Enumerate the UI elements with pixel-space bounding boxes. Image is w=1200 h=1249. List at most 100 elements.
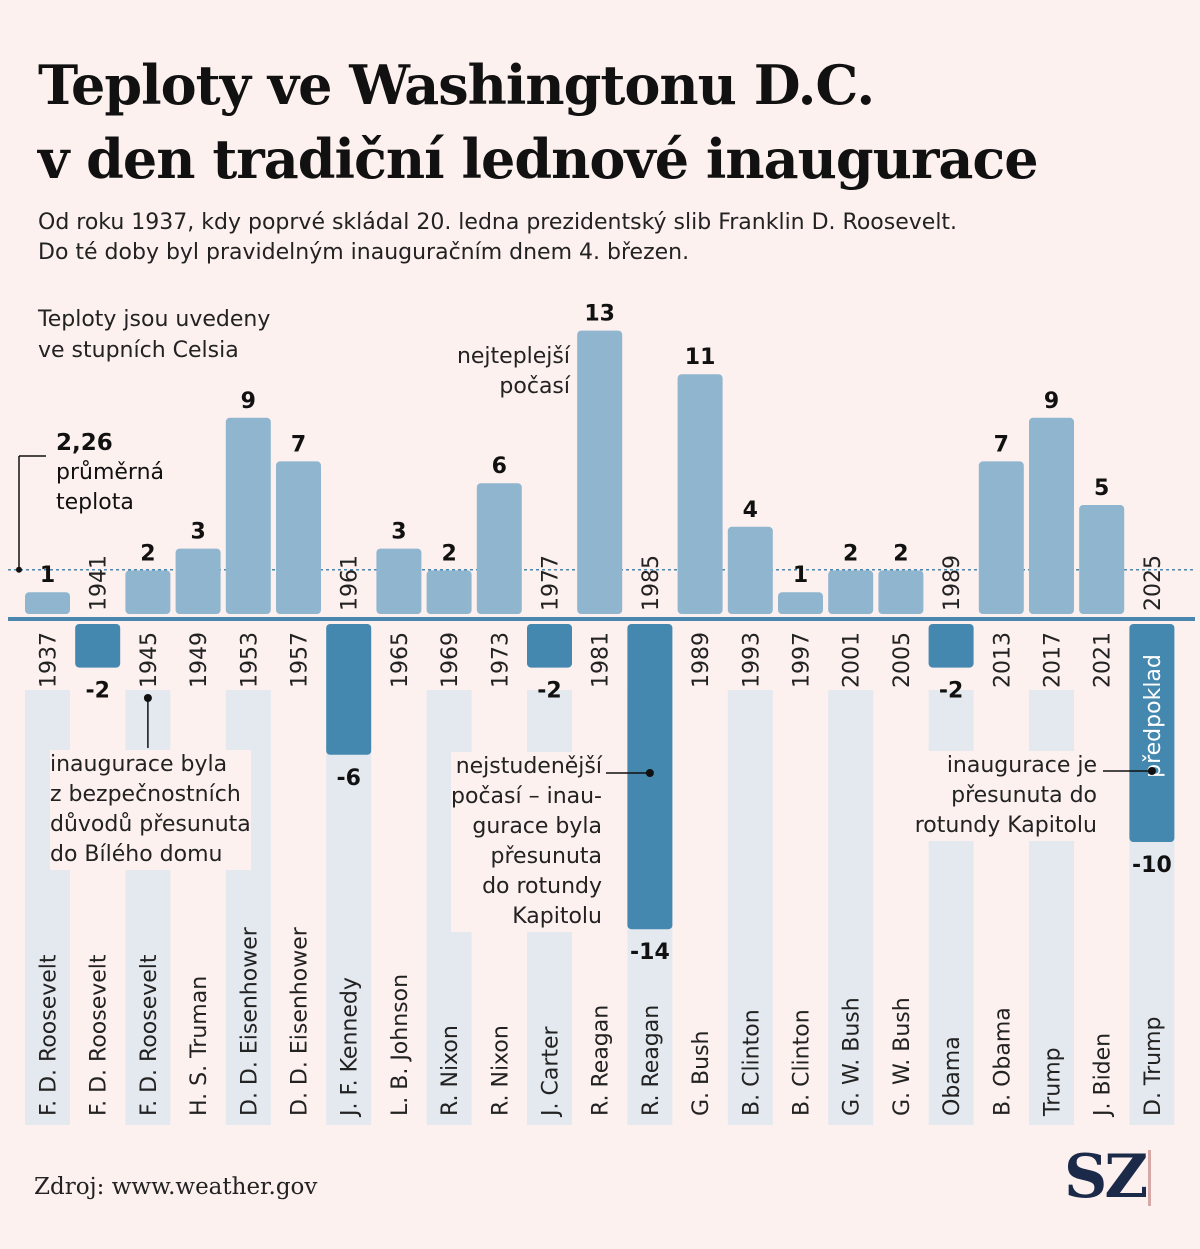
white-house-line-3: důvodů přesunuta	[50, 812, 251, 837]
year-label: 1977	[539, 555, 564, 611]
bar	[978, 461, 1024, 614]
value-label: 3	[391, 520, 406, 545]
column-shade	[828, 690, 874, 1125]
bar	[175, 548, 221, 614]
coldest-line-4: přesunuta	[490, 844, 602, 869]
bar	[1029, 417, 1074, 614]
president-label: G. W. Bush	[890, 997, 915, 1116]
year-label: 1961	[338, 555, 363, 611]
warmest-line-1: nejteplejší	[456, 344, 570, 369]
president-label: R. Nixon	[488, 1025, 513, 1116]
warmest-annotation: nejteplejší počasí	[456, 342, 570, 402]
forecast-label: předpoklad	[1141, 654, 1166, 778]
year-label: 1949	[187, 632, 212, 688]
bar	[928, 624, 974, 668]
rotunda-line-2: přesunuta do	[951, 783, 1097, 808]
bar	[527, 624, 572, 668]
value-label: 2	[843, 541, 858, 566]
rotunda-line-3: rotundy Kapitolu	[914, 813, 1097, 838]
page-title: Teploty ve Washingtonu D.C. v den tradič…	[38, 48, 1039, 196]
coldest-line-1: nejstudenější	[455, 754, 602, 779]
subtitle-line-1: Od roku 1937, kdy poprvé skládal 20. led…	[38, 210, 958, 235]
average-dot	[16, 566, 22, 573]
year-label: 1973	[488, 632, 513, 688]
coldest-line-6: Kapitolu	[512, 904, 602, 929]
year-label: 1985	[639, 555, 664, 611]
year-label: 1989	[940, 555, 965, 611]
white-house-line-4: do Bílého domu	[50, 842, 223, 867]
president-label: G. W. Bush	[840, 997, 865, 1116]
president-label: J. F. Kennedy	[338, 977, 363, 1118]
year-label: 1993	[739, 632, 764, 688]
value-label: 1	[793, 563, 808, 588]
value-label: -2	[537, 679, 561, 704]
bar	[25, 592, 70, 614]
year-label: 1941	[87, 555, 112, 611]
average-value: 2,26	[56, 430, 113, 456]
year-label: 1945	[137, 632, 162, 688]
year-label: 1957	[288, 632, 313, 688]
president-label: J. Carter	[539, 1025, 564, 1118]
bar	[677, 374, 723, 614]
rotunda-2025-annotation: inaugurace je přesunuta do rotundy Kapit…	[914, 751, 1097, 841]
president-label: D. D. Eisenhower	[237, 926, 262, 1116]
bar	[376, 548, 422, 614]
value-label: 9	[241, 389, 256, 414]
units-note: Teploty jsou uvedeny ve stupních Celsia	[38, 304, 270, 366]
value-label: 7	[291, 432, 306, 457]
value-label: 3	[190, 520, 205, 545]
year-label: 2001	[840, 632, 865, 688]
year-label: 2013	[990, 632, 1015, 688]
value-label: -14	[630, 940, 670, 965]
value-label: 7	[994, 432, 1009, 457]
president-label: R. Reagan	[589, 1005, 614, 1116]
president-label: F. D. Roosevelt	[87, 954, 112, 1116]
president-label: B. Clinton	[790, 1009, 815, 1116]
year-label: 1969	[438, 632, 463, 688]
bar	[577, 330, 623, 614]
bar	[125, 570, 171, 614]
president-label: F. D. Roosevelt	[37, 954, 62, 1116]
president-label: Trump	[1041, 1047, 1066, 1117]
value-label: 6	[492, 454, 507, 479]
white-house-annotation: inaugurace byla z bezpečnostních důvodů …	[50, 750, 251, 870]
title-line-1: Teploty ve Washingtonu D.C.	[38, 53, 875, 117]
logo-divider	[1148, 1150, 1151, 1206]
average-label-line-1: průměrná	[56, 460, 165, 485]
value-label: 9	[1044, 389, 1059, 414]
warmest-line-2: počasí	[499, 374, 570, 399]
bar	[778, 592, 823, 614]
president-label: H. S. Truman	[187, 976, 212, 1116]
value-label: -10	[1132, 853, 1172, 878]
value-label: 2	[893, 541, 908, 566]
president-label: L. B. Johnson	[388, 974, 413, 1116]
president-label: Obama	[940, 1036, 965, 1116]
bar	[276, 461, 321, 614]
value-label: 4	[743, 498, 758, 523]
president-label: R. Reagan	[639, 1005, 664, 1116]
value-label: 5	[1094, 476, 1109, 501]
year-label: 1981	[589, 632, 614, 688]
sz-logo: SZ	[1064, 1142, 1148, 1212]
year-label: 1953	[237, 632, 262, 688]
coldest-annotation: nejstudenější počasí – inau- gurace byla…	[451, 752, 602, 932]
bar	[225, 417, 271, 614]
bar	[828, 570, 874, 614]
bar	[75, 624, 121, 668]
president-label: J. Biden	[1091, 1033, 1116, 1118]
temperature-chart: 11 9 3 7 F. D. Roosevelt -2 1941 F. D. Roosevel…	[8, 302, 1195, 1125]
subtitle-line-2: Do té doby byl pravidelným inauguračním …	[38, 240, 690, 265]
value-label: 2	[441, 541, 456, 566]
president-label: G. Bush	[689, 1031, 714, 1116]
value-label: 11	[685, 345, 716, 370]
president-label: D. Trump	[1141, 1016, 1166, 1116]
subtitle: Od roku 1937, kdy poprvé skládal 20. led…	[38, 208, 957, 268]
coldest-line-3: gurace byla	[472, 814, 602, 839]
bar	[426, 570, 472, 614]
source-note: Zdroj: www.weather.gov	[34, 1174, 318, 1200]
year-label: 1989	[689, 632, 714, 688]
bar	[878, 570, 924, 614]
president-label: R. Nixon	[438, 1025, 463, 1116]
bar	[727, 526, 773, 614]
title-line-2: v den tradiční lednové inaugurace	[38, 127, 1039, 191]
